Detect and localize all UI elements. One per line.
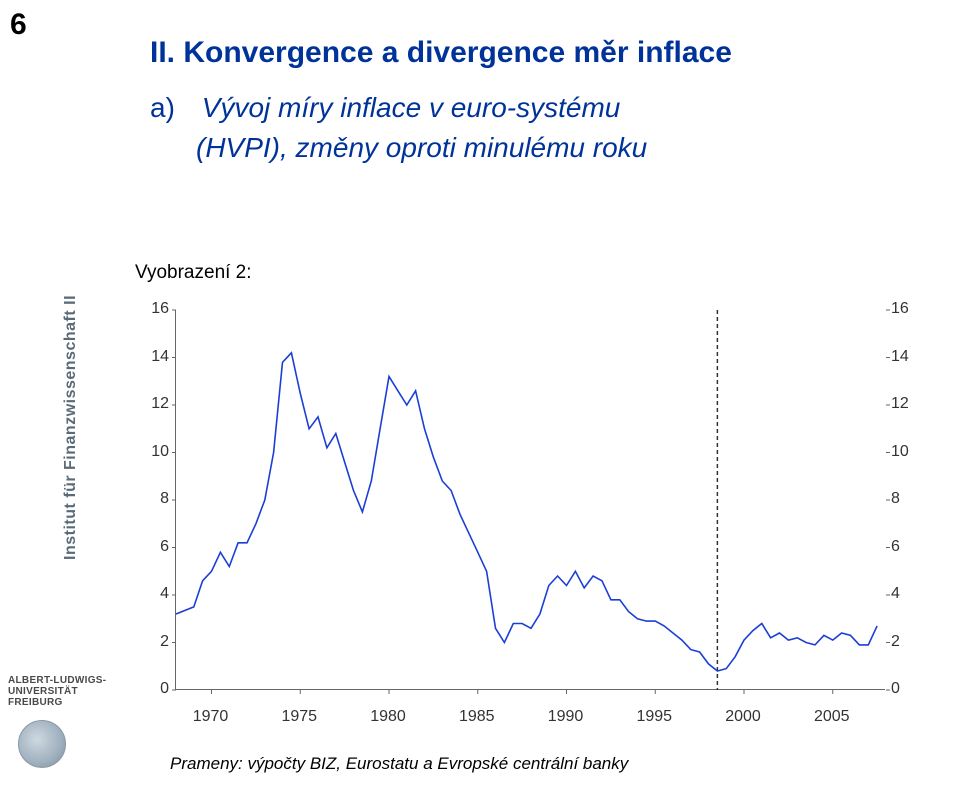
bullet-a-text: Vývoj míry inflace v euro-systému	[202, 92, 621, 123]
bullet-a-line2: (HVPI), změny oproti minulému roku	[196, 132, 647, 164]
university-label: ALBERT-LUDWIGS- UNIVERSITÄT FREIBURG	[8, 675, 106, 708]
y-tick-left: 16	[135, 300, 169, 318]
y-tick-left: 6	[135, 538, 169, 556]
institute-label: Institut für Finanzwissenschaft II	[62, 295, 80, 560]
slide-title: II. Konvergence a divergence měr inflace	[150, 36, 732, 70]
y-tick-left: 12	[135, 395, 169, 413]
chart-container: 0 0 2 2 4 4 6 6 8 8 10 10 12 12 14 14 16 16 1970 1975 1980 19…	[135, 300, 925, 730]
y-tick-right: 14	[891, 348, 925, 366]
institute-text: Institut für Finanzwissenschaft II	[62, 295, 79, 560]
y-tick-left: 4	[135, 585, 169, 603]
y-tick-left: 8	[135, 490, 169, 508]
university-seal-icon	[18, 720, 66, 768]
bullet-a: a) Vývoj míry inflace v euro-systému	[150, 92, 620, 124]
x-tick: 2005	[814, 708, 850, 726]
bullet-a-label: a)	[150, 92, 194, 124]
y-tick-left: 14	[135, 348, 169, 366]
y-tick-right: 16	[891, 300, 925, 318]
x-tick: 1990	[548, 708, 584, 726]
x-tick: 1975	[281, 708, 317, 726]
source-footnote: Prameny: výpočty BIZ, Eurostatu a Evrops…	[170, 754, 628, 774]
y-tick-right: 6	[891, 538, 925, 556]
sidebar: Institut für Finanzwissenschaft II ALBER…	[0, 0, 110, 792]
y-tick-left: 10	[135, 443, 169, 461]
figure-label: Vyobrazení 2:	[135, 262, 252, 284]
x-tick: 2000	[725, 708, 761, 726]
y-tick-right: 2	[891, 633, 925, 651]
chart-svg	[176, 310, 886, 690]
chart-plot-area	[175, 310, 885, 690]
x-tick: 1970	[193, 708, 229, 726]
x-tick: 1995	[636, 708, 672, 726]
uni-line3: FREIBURG	[8, 697, 63, 708]
uni-line2: UNIVERSITÄT	[8, 686, 78, 697]
y-tick-right: 12	[891, 395, 925, 413]
uni-line1: ALBERT-LUDWIGS-	[8, 675, 106, 686]
y-tick-left: 2	[135, 633, 169, 651]
y-tick-right: 10	[891, 443, 925, 461]
y-tick-left: 0	[135, 680, 169, 698]
y-tick-right: 0	[891, 680, 925, 698]
slide: 6 Institut für Finanzwissenschaft II ALB…	[0, 0, 960, 792]
x-tick: 1980	[370, 708, 406, 726]
y-tick-right: 4	[891, 585, 925, 603]
x-tick: 1985	[459, 708, 495, 726]
y-tick-right: 8	[891, 490, 925, 508]
